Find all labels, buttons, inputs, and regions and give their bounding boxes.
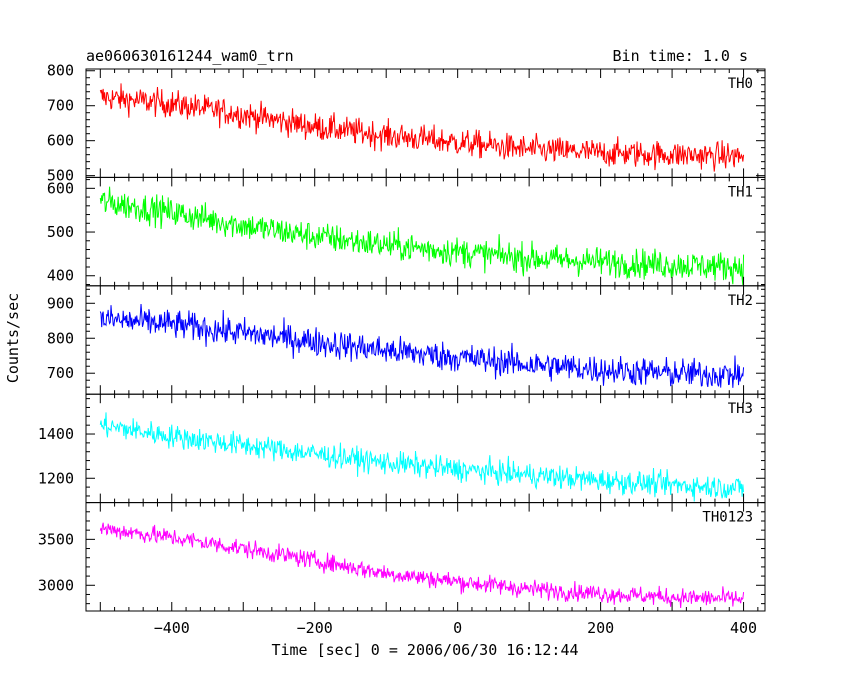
panel-label-th1: TH1 (728, 184, 753, 200)
chart-title: ae060630161244_wam0_trn (86, 47, 294, 65)
bin-time-label: Bin time: 1.0 s (613, 47, 748, 65)
y-tick-label: 1200 (38, 469, 74, 487)
series-line-th3 (99, 412, 745, 502)
y-tick-label: 700 (47, 97, 74, 115)
y-tick-label: 3500 (38, 530, 74, 548)
panel-frame-th0123 (85, 502, 766, 612)
y-tick-label: 1400 (38, 425, 74, 443)
y-tick-label: 600 (47, 179, 74, 197)
series-line-th1 (99, 186, 745, 286)
x-tick-label: −400 (154, 619, 190, 637)
y-tick-label: 3000 (38, 576, 74, 594)
panel-label-th0123: TH0123 (702, 510, 753, 526)
panel-th0: TH0 500 600 700 800 (47, 62, 766, 185)
panels-group: TH0500600700800TH1400500600TH2700800900T… (38, 62, 766, 637)
x-tick-label: 0 (453, 619, 462, 637)
panel-frame-th0 (85, 68, 766, 178)
panel-th0123: TH0123 3000 3500 (38, 502, 766, 612)
panel-frame-th2 (85, 285, 766, 395)
y-tick-label: 600 (47, 132, 74, 150)
y-tick-label: 500 (47, 167, 74, 185)
x-tick-label: 400 (730, 619, 757, 637)
y-axis-label: Counts/sec (4, 293, 22, 383)
y-tick-label: 800 (47, 329, 74, 347)
y-tick-label: 700 (47, 364, 74, 382)
panel-frame-th1 (85, 176, 766, 287)
panel-label-th3: TH3 (728, 401, 753, 417)
panel-th1: TH1 400 500 600 (47, 176, 766, 287)
x-axis-label: Time [sec] 0 = 2006/06/30 16:12:44 (271, 641, 578, 659)
series-line-th0123 (99, 522, 745, 609)
panel-th2: TH2 700 800 900 (47, 285, 766, 395)
series-line-th0 (99, 83, 745, 172)
panel-label-th0: TH0 (728, 76, 753, 92)
series-line-th2 (99, 303, 745, 388)
y-tick-label: 500 (47, 223, 74, 241)
x-tick-label: −200 (297, 619, 333, 637)
y-tick-label: 800 (47, 62, 74, 80)
y-tick-label: 900 (47, 294, 74, 312)
y-tick-label: 400 (47, 267, 74, 285)
x-tick-label: 200 (587, 619, 614, 637)
panel-label-th2: TH2 (728, 293, 753, 309)
panel-th3: TH3 1200 1400 (38, 393, 766, 504)
